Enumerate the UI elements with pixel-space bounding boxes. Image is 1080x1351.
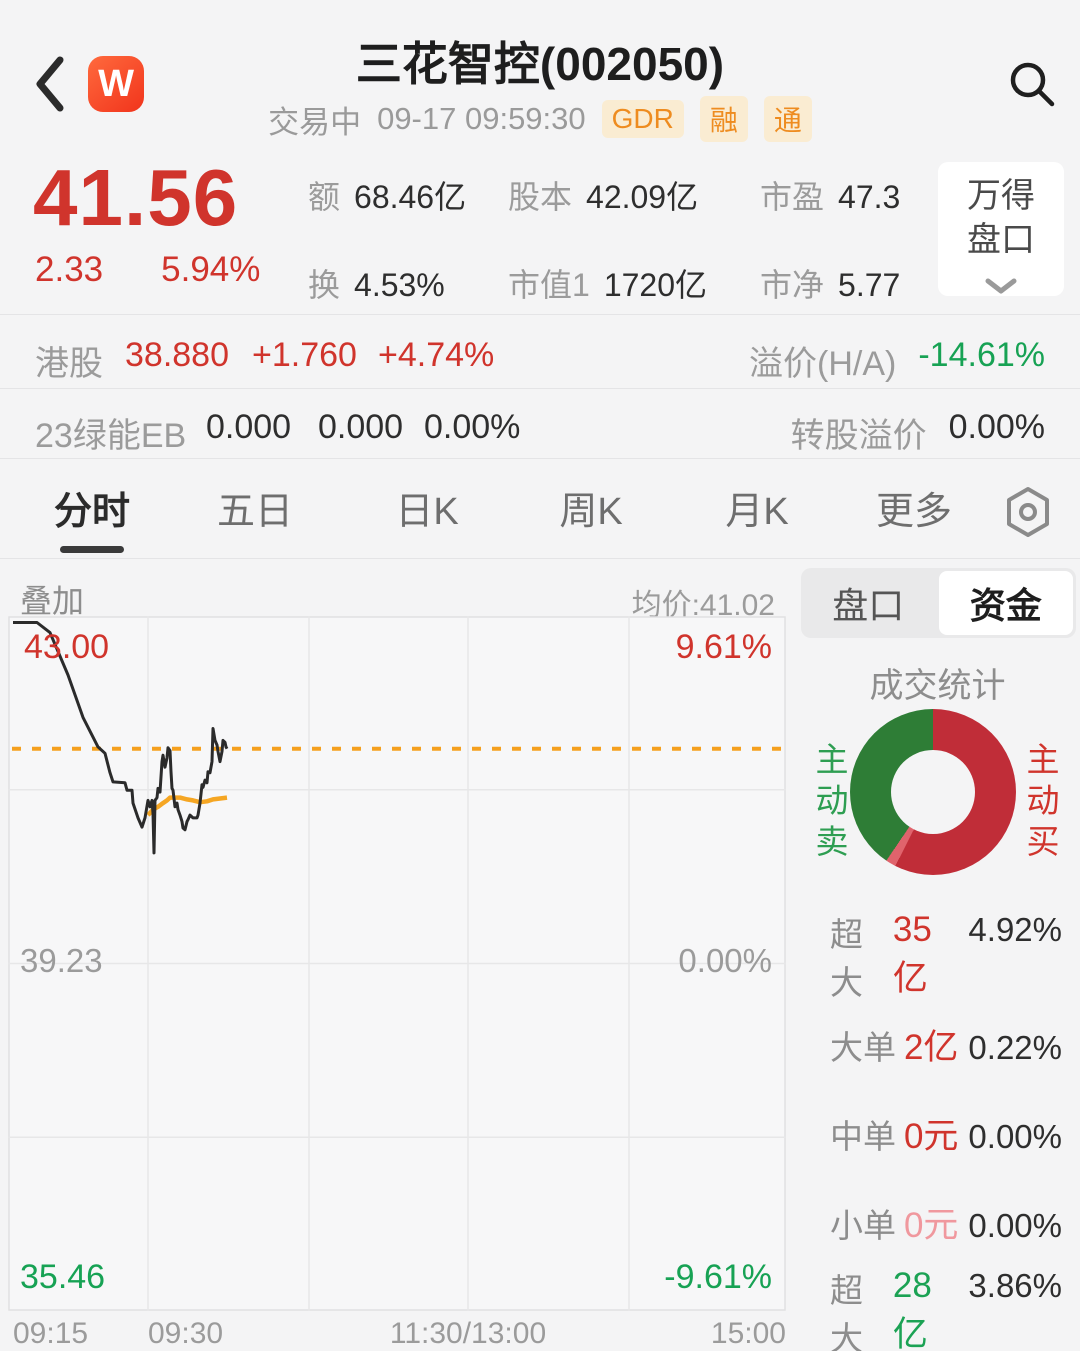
conversion-premium-value: 0.00%: [948, 408, 1045, 446]
stat-turnover: 换 4.53%: [308, 267, 445, 303]
y-mid-pct: 0.00%: [678, 942, 772, 979]
bond-label: 23绿能EB: [35, 417, 187, 455]
y-min-pct: -9.61%: [664, 1258, 772, 1296]
chart-settings-icon[interactable]: [1002, 484, 1054, 540]
y-max-price: 43.00: [24, 628, 110, 666]
fund-row-xl-sell: 超大 28亿 3.86%: [830, 1266, 1062, 1351]
wind-logo: W: [88, 56, 144, 112]
quote-datetime: 09-17 09:59:30: [377, 101, 586, 136]
buy-sell-donut-chart: [850, 709, 1016, 875]
bond-change: 0.000: [318, 408, 404, 446]
x-tick-noon: 11:30/13:00: [389, 1317, 547, 1350]
bond-change-pct: 0.00%: [424, 408, 521, 446]
ha-premium-label: 溢价(H/A): [749, 345, 897, 383]
trading-status-row: 交易中 09-17 09:59:30 GDR 融 通: [0, 96, 1080, 142]
minute-chart-svg: [8, 616, 786, 1311]
hk-label: 港股: [35, 345, 103, 383]
hk-quote-row: 港股 38.880 +1.760 +4.74% 溢价(H/A) -14.61%: [0, 322, 1080, 386]
bond-price: 0.000: [206, 408, 292, 446]
legend-active-sell: 主动卖: [811, 742, 848, 865]
chart-period-tabs: 分时 五日 日K 周K 月K 更多: [0, 462, 1080, 558]
price-change: 2.33: [35, 250, 104, 289]
tab-5day[interactable]: 五日: [216, 491, 294, 533]
last-price: 41.56: [33, 153, 239, 242]
hk-change-pct: +4.74%: [378, 336, 495, 374]
minute-chart-plot[interactable]: 43.00 9.61% 39.23 0.00% 35.46 -9.61%: [8, 616, 786, 1311]
x-axis-labels: 09:15 09:30 11:30/13:00 15:00: [8, 1317, 786, 1351]
search-icon[interactable]: [1006, 58, 1058, 110]
fund-row-medium: 中单 0元 0.00%: [830, 1117, 1062, 1156]
wind-orderbook-dropdown[interactable]: 万得 盘口: [938, 162, 1064, 296]
tab-daily[interactable]: 日K: [395, 491, 459, 533]
conversion-premium-label: 转股溢价: [790, 417, 927, 455]
price-change-pct: 5.94%: [161, 250, 261, 289]
trade-stats-title: 成交统计: [869, 667, 1006, 705]
y-mid-price: 39.23: [20, 942, 103, 979]
fund-row-small: 小单 0元 0.00%: [830, 1206, 1062, 1245]
badge-connect: 通: [763, 96, 812, 142]
donut-hole: [891, 750, 975, 834]
tab-weekly[interactable]: 周K: [559, 491, 623, 533]
stat-marketcap: 市值1 1720亿: [508, 267, 708, 303]
tab-funds[interactable]: 资金: [938, 571, 1073, 635]
tab-orderbook[interactable]: 盘口: [832, 585, 905, 626]
tab-minute[interactable]: 分时: [54, 480, 130, 535]
y-max-pct: 9.61%: [675, 628, 772, 666]
fund-row-xl-buy: 超大 35亿 4.92%: [830, 910, 1062, 1001]
tab-monthly[interactable]: 月K: [725, 491, 789, 533]
page-title: 三花智控(002050): [355, 38, 725, 90]
x-tick-1500: 15:00: [710, 1317, 786, 1350]
stat-pb: 市净 5.77: [760, 267, 901, 303]
hk-price: 38.880: [125, 336, 229, 374]
y-min-price: 35.46: [20, 1258, 106, 1296]
badge-gdr: GDR: [601, 100, 684, 138]
overlay-button[interactable]: 叠加: [20, 583, 85, 619]
stat-amount: 额 68.46亿: [308, 179, 467, 215]
key-stats-grid: 额 68.46亿 股本 42.09亿 市盈 47.3 换 4.53% 市值1 1720亿 …: [308, 172, 910, 306]
fund-row-large: 大单 2亿 0.22%: [830, 1028, 1062, 1067]
fund-flow-rows: 超大 35亿 4.92% 大单 2亿 0.22% 中单 0元 0.00% 小单 0元 0…: [830, 910, 1062, 1351]
hk-change: +1.760: [252, 336, 357, 374]
back-icon[interactable]: [28, 52, 72, 116]
price-change-row: 2.33 5.94%: [35, 250, 260, 290]
funds-panel: 盘口 资金 成交统计 主动卖 主动买 超大 35亿 4.92% 大单 2亿 0.22…: [795, 560, 1080, 1351]
x-tick-0930: 09:30: [148, 1317, 224, 1350]
convertible-bond-row: 23绿能EB 0.000 0.000 0.00% 转股溢价 0.00%: [0, 394, 1080, 458]
trading-status: 交易中: [268, 104, 362, 140]
panel-tab-switch: 盘口 资金: [801, 568, 1076, 638]
badge-margin: 融: [699, 96, 748, 142]
minute-chart-section: 叠加 均价:41.02 43.00 9.61% 39.23 0.00% 35.4…: [0, 560, 795, 1351]
chevron-down-icon: [985, 278, 1017, 294]
legend-active-buy: 主动买: [1022, 742, 1059, 865]
x-tick-0915: 09:15: [13, 1317, 89, 1350]
stat-shares: 股本 42.09亿: [508, 179, 699, 215]
ha-premium-value: -14.61%: [918, 336, 1045, 374]
stat-pe: 市盈 47.3: [760, 179, 901, 215]
tab-more[interactable]: 更多: [875, 491, 953, 533]
